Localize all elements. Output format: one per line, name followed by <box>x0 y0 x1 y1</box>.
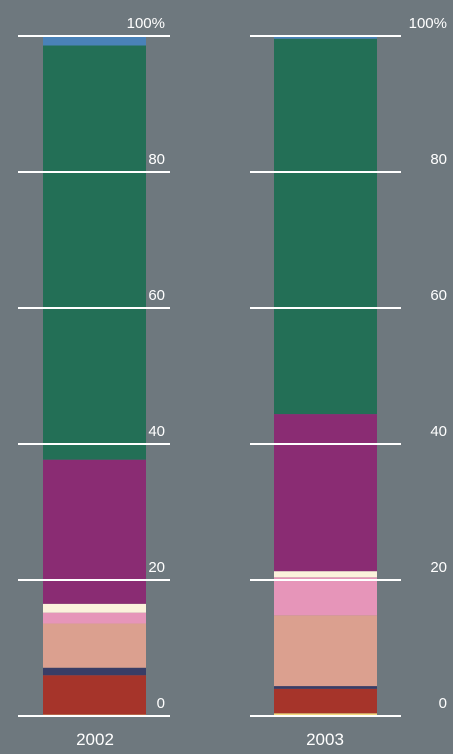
bar-segment <box>43 36 146 46</box>
y-tick-label: 40 <box>148 423 165 440</box>
y-tick-label: 80 <box>148 151 165 168</box>
bar-segment <box>274 38 377 415</box>
bar-segment <box>274 713 377 716</box>
y-tick-label: 100% <box>127 15 165 32</box>
bar-segment <box>274 36 377 39</box>
bar-segment <box>274 577 377 616</box>
y-tick-label: 40 <box>430 423 447 440</box>
y-tick-label: 100% <box>409 15 447 32</box>
x-category-label: 2003 <box>306 730 344 749</box>
y-tick-label: 80 <box>430 151 447 168</box>
y-tick-label: 20 <box>148 559 165 576</box>
bar-segment <box>274 688 377 714</box>
bar-segment <box>43 675 146 715</box>
bar-segment <box>274 414 377 572</box>
bar-segment <box>43 612 146 624</box>
bar-segment <box>274 686 377 689</box>
y-tick-label: 0 <box>157 695 165 712</box>
y-tick-label: 0 <box>439 695 447 712</box>
bar-segment <box>274 615 377 687</box>
bar-segment <box>43 667 146 676</box>
bar-segment <box>43 459 146 604</box>
bar-segment <box>43 603 146 613</box>
y-tick-label: 60 <box>148 287 165 304</box>
bar-segment <box>43 45 146 460</box>
x-category-label: 2002 <box>76 730 114 749</box>
y-tick-label: 60 <box>430 287 447 304</box>
bar-segment <box>274 571 377 578</box>
y-tick-label: 20 <box>430 559 447 576</box>
bar-segment <box>43 623 146 668</box>
